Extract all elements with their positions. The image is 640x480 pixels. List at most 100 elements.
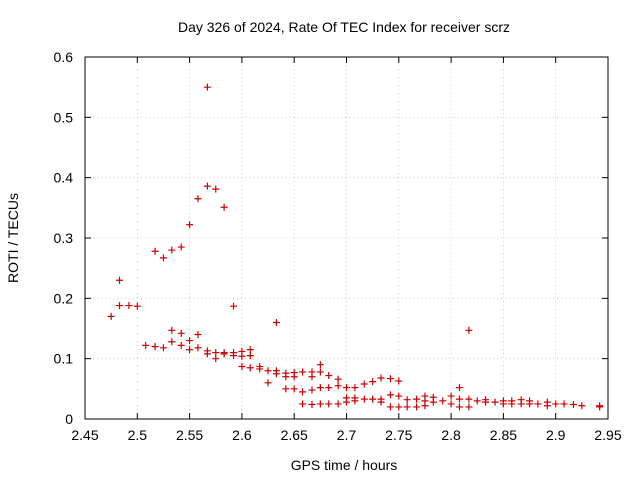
x-tick-label: 2.65	[281, 427, 308, 443]
data-point	[264, 367, 272, 375]
data-point	[343, 384, 350, 392]
data-point	[334, 382, 342, 390]
data-point	[543, 402, 551, 410]
data-point	[447, 400, 455, 408]
data-point	[369, 395, 377, 403]
data-point	[447, 392, 455, 400]
data-points	[107, 83, 604, 411]
data-point	[246, 346, 254, 354]
data-point	[177, 329, 185, 337]
data-point	[325, 384, 333, 392]
data-point	[455, 403, 463, 411]
data-point	[517, 400, 525, 408]
data-point	[264, 379, 272, 387]
data-point	[308, 401, 316, 409]
data-point	[212, 355, 220, 363]
data-point	[377, 374, 385, 382]
data-point	[465, 326, 473, 334]
data-point	[159, 344, 167, 352]
data-point	[230, 352, 238, 360]
data-point	[386, 403, 394, 411]
data-point	[499, 400, 507, 408]
data-point	[455, 395, 463, 403]
data-point	[290, 385, 298, 393]
data-point	[151, 247, 159, 255]
data-point	[203, 83, 211, 91]
data-point	[282, 385, 290, 393]
data-point	[316, 384, 324, 392]
data-point	[186, 337, 194, 345]
data-point	[151, 343, 159, 351]
data-point	[560, 400, 568, 408]
data-point	[334, 375, 342, 383]
data-point	[395, 403, 403, 411]
data-point	[230, 302, 238, 310]
data-point	[403, 403, 411, 411]
data-point	[107, 312, 115, 320]
data-point	[413, 403, 421, 411]
grid-layer	[85, 57, 608, 419]
y-tick-label: 0	[65, 411, 73, 427]
data-point	[116, 276, 124, 284]
data-point	[552, 400, 560, 408]
data-point	[308, 386, 316, 394]
data-point	[177, 341, 185, 349]
data-point	[482, 398, 490, 406]
chart-title: Day 326 of 2024, Rate Of TEC Index for r…	[178, 19, 510, 35]
data-point	[168, 338, 176, 346]
data-point	[246, 364, 254, 372]
data-point	[212, 349, 220, 357]
data-point	[569, 401, 577, 409]
data-point	[194, 331, 202, 339]
data-point	[299, 368, 307, 376]
y-tick-label: 0.4	[54, 170, 74, 186]
data-point	[386, 375, 394, 383]
x-tick-label: 2.5	[128, 427, 148, 443]
data-point	[316, 400, 324, 408]
data-point	[246, 352, 254, 360]
data-point	[272, 370, 280, 378]
data-point	[465, 395, 473, 403]
data-point	[395, 377, 403, 385]
y-tick-label: 0.1	[54, 351, 74, 367]
data-point	[220, 203, 228, 211]
y-tick-label: 0.3	[54, 230, 74, 246]
data-point	[194, 344, 202, 352]
data-point	[186, 346, 194, 354]
data-point	[203, 182, 211, 190]
data-point	[351, 397, 359, 405]
tick-layer: 2.45 2.5 2.55 2.6 2.65 2.7 2.75 2.8 2.85 2.9 2.95 0…	[54, 49, 622, 443]
data-point	[473, 397, 481, 405]
data-point	[421, 402, 429, 410]
data-point	[491, 398, 499, 406]
data-point	[325, 372, 333, 380]
data-point	[429, 398, 437, 406]
y-tick-label: 0.6	[54, 49, 74, 65]
data-point	[299, 400, 307, 408]
data-point	[177, 243, 185, 251]
data-point	[351, 384, 359, 392]
data-point	[272, 318, 280, 326]
data-point	[238, 363, 246, 371]
x-axis-label: GPS time / hours	[291, 457, 398, 473]
data-point	[439, 397, 447, 405]
x-tick-label: 2.75	[385, 427, 412, 443]
data-point	[133, 302, 141, 310]
data-point	[220, 350, 228, 358]
data-point	[316, 361, 324, 369]
data-point	[256, 365, 264, 373]
data-point	[316, 368, 324, 376]
data-point	[386, 391, 394, 399]
data-point	[238, 352, 246, 360]
data-point	[526, 400, 534, 408]
y-tick-label: 0.5	[54, 109, 74, 125]
data-point	[455, 384, 463, 392]
data-point	[334, 400, 342, 408]
data-point	[194, 195, 202, 203]
data-point	[186, 221, 194, 229]
data-point	[159, 254, 167, 262]
x-tick-label: 2.6	[232, 427, 252, 443]
data-point	[282, 373, 290, 381]
data-point	[142, 341, 150, 349]
data-point	[343, 398, 350, 406]
